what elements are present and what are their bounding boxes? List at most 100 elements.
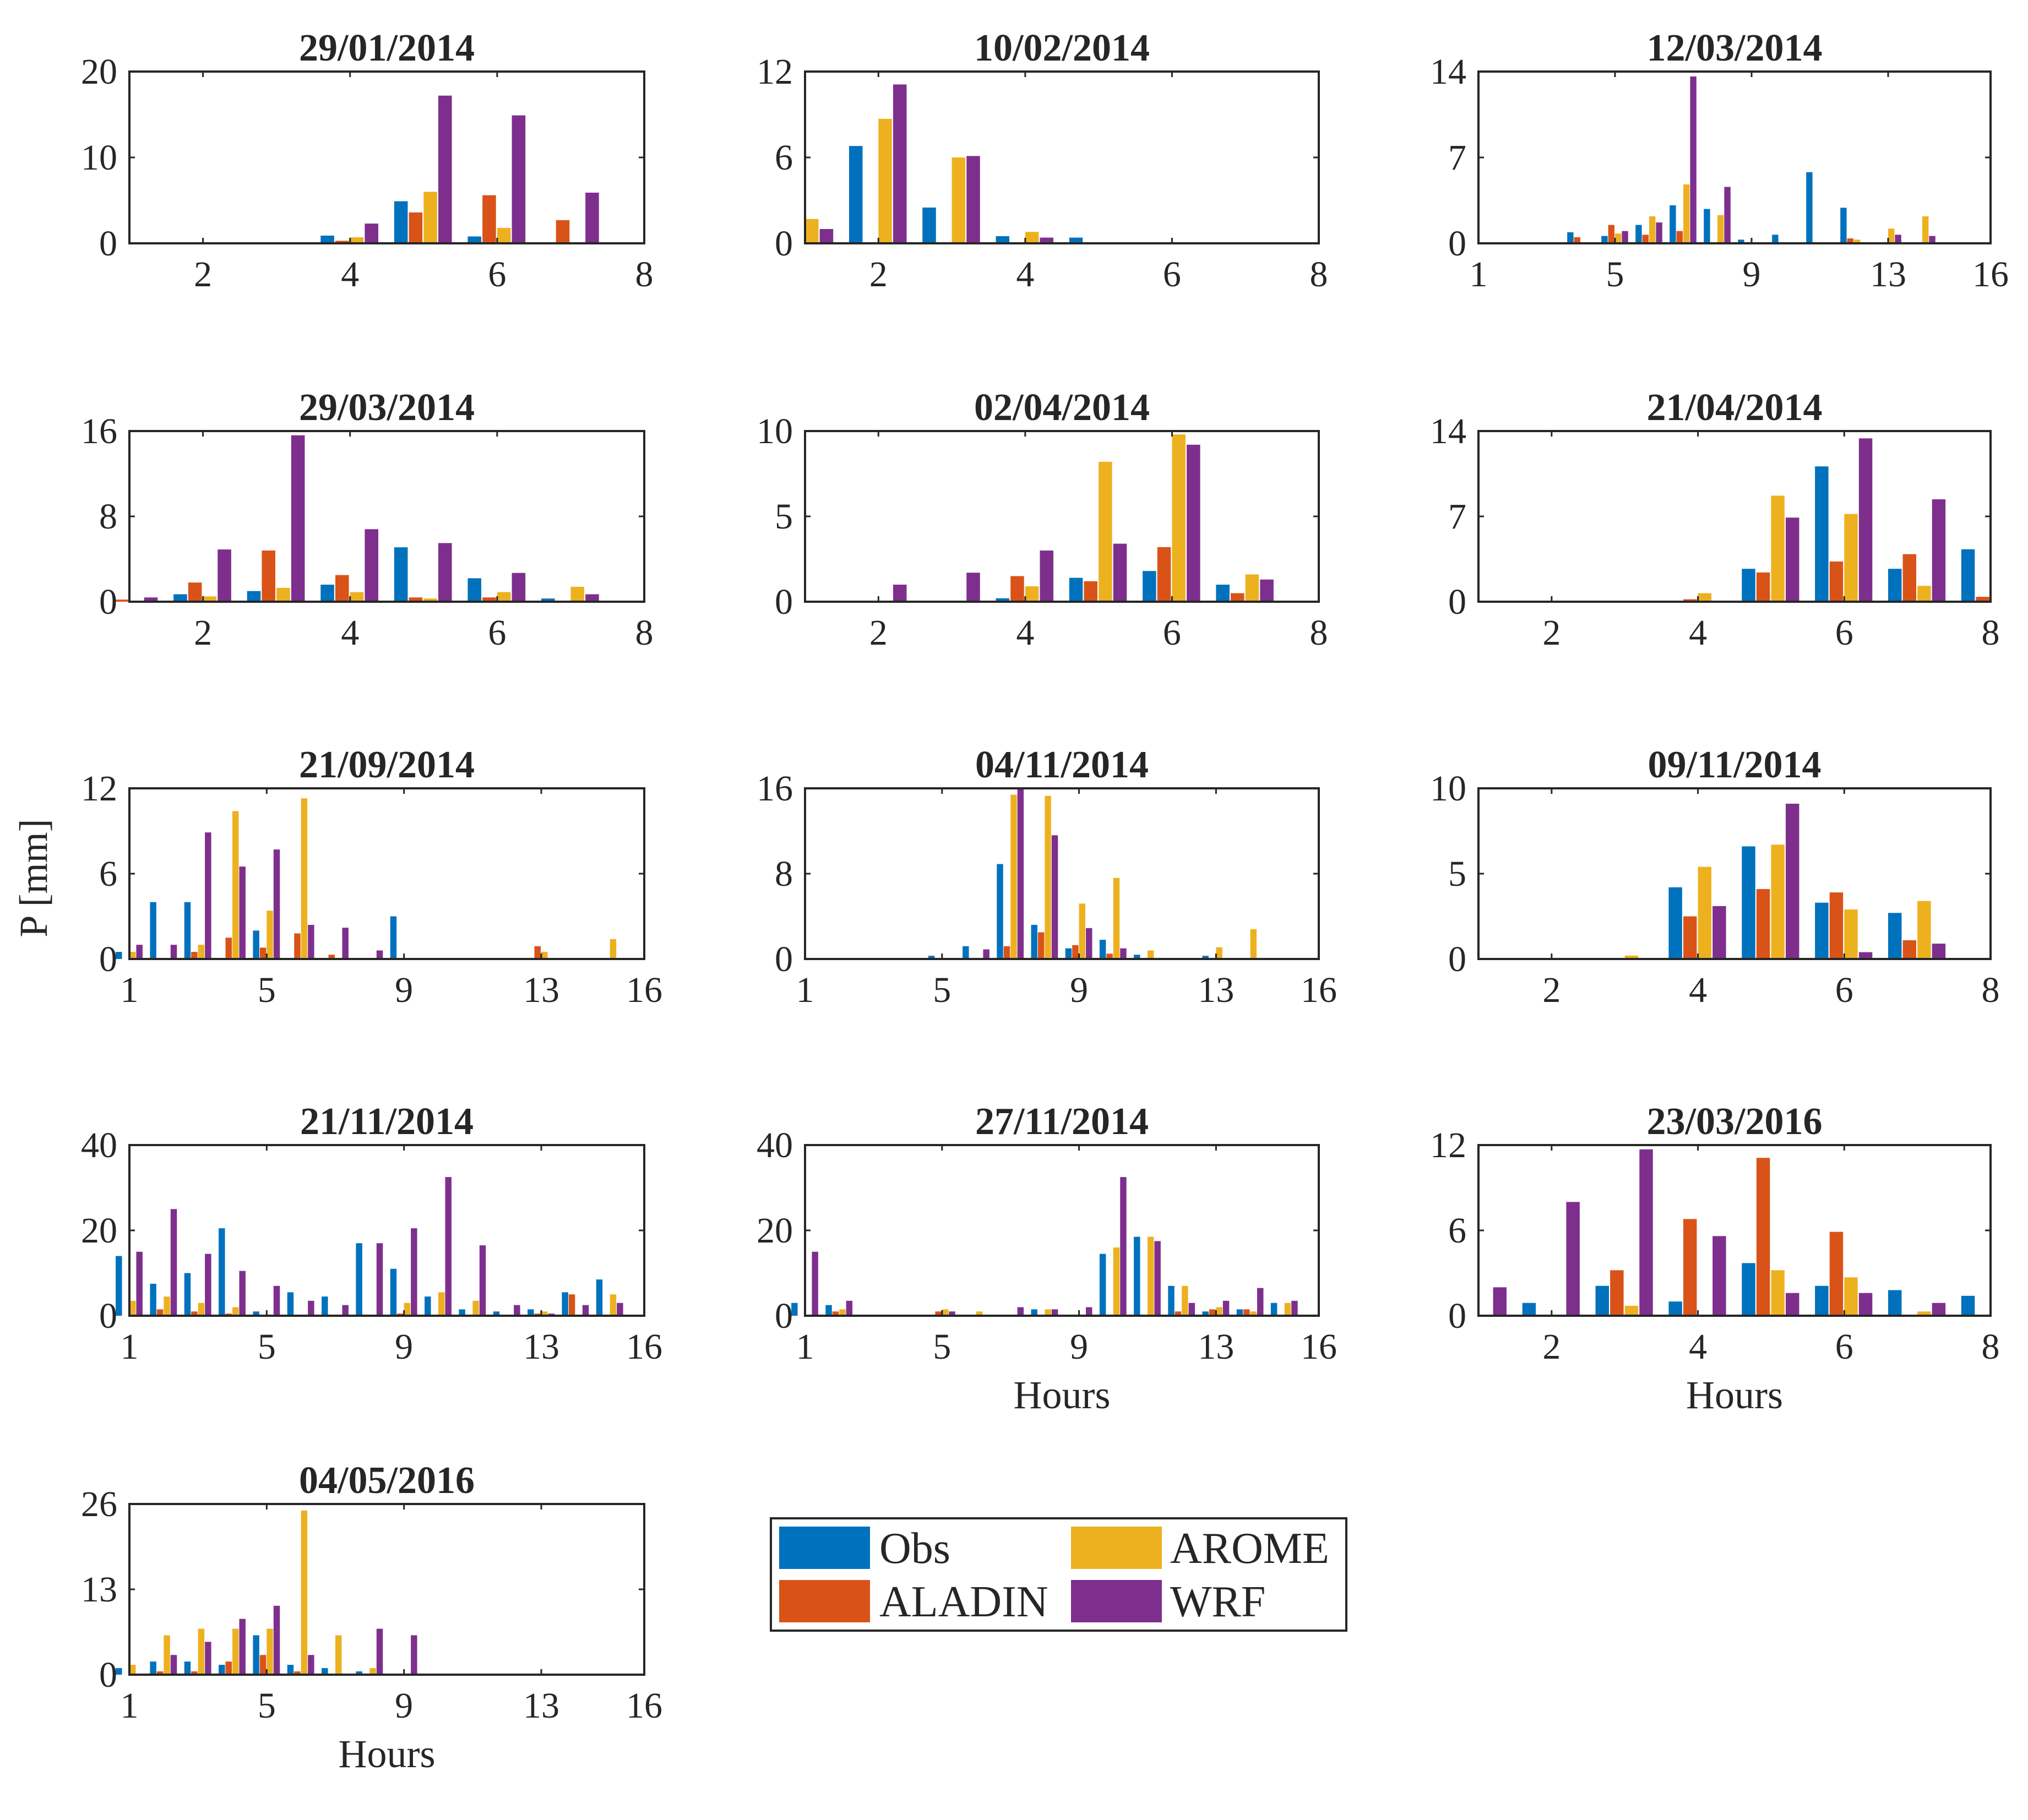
bar-aladin-h2 bbox=[156, 1309, 164, 1316]
bar-wrf-h2 bbox=[846, 1300, 853, 1316]
panel-title: 27/11/2014 bbox=[975, 1100, 1149, 1143]
bar-arome-h8 bbox=[1045, 795, 1051, 959]
y-tick-label: 5 bbox=[1448, 854, 1466, 894]
x-tick-label: 13 bbox=[523, 1327, 559, 1367]
bar-wrf-h10 bbox=[1120, 1177, 1127, 1316]
x-tick-label: 13 bbox=[523, 1686, 559, 1726]
y-tick-label: 6 bbox=[1448, 1211, 1466, 1251]
bar-arome-h4 bbox=[350, 237, 364, 243]
bar-wrf-h8 bbox=[1051, 835, 1058, 959]
bar-obs-h12 bbox=[1840, 208, 1847, 243]
bar-wrf-h1 bbox=[136, 1251, 143, 1316]
legend-swatch-obs bbox=[779, 1527, 870, 1569]
x-tick-label: 16 bbox=[626, 970, 662, 1010]
bar-obs-h7 bbox=[1888, 913, 1902, 959]
x-tick-label: 4 bbox=[1689, 1327, 1707, 1367]
x-tick-label: 8 bbox=[1310, 613, 1328, 653]
bar-arome-h2 bbox=[878, 118, 892, 243]
bar-aladin-h7 bbox=[1902, 940, 1917, 959]
legend-label-arome: AROME bbox=[1170, 1524, 1329, 1573]
bar-wrf-h2 bbox=[170, 1655, 177, 1675]
bar-arome-h4 bbox=[1025, 232, 1039, 243]
x-tick-label: 2 bbox=[1542, 970, 1561, 1010]
bar-aladin-h6 bbox=[482, 195, 496, 243]
x-tick-label: 8 bbox=[1982, 1327, 2000, 1367]
bar-obs-h9 bbox=[1065, 948, 1072, 960]
bar-wrf-h4 bbox=[1712, 1236, 1726, 1316]
y-tick-label: 26 bbox=[81, 1484, 117, 1524]
y-tick-label: 0 bbox=[1448, 582, 1466, 622]
bar-obs-h5 bbox=[394, 201, 408, 243]
x-tick-label: 9 bbox=[1070, 970, 1088, 1010]
bar-obs-h8 bbox=[356, 1671, 362, 1675]
x-tick-label: 6 bbox=[1163, 613, 1181, 653]
bar-obs-h5 bbox=[394, 547, 408, 602]
bar-obs-h6 bbox=[1815, 1285, 1829, 1316]
x-tick-label: 6 bbox=[1835, 1327, 1853, 1367]
panel-12-03-2014: 1 5 9 13 16 0 7 14 12/03/2014 bbox=[1430, 27, 2009, 295]
bar-wrf-h6 bbox=[1858, 438, 1873, 602]
bar-arome-h4 bbox=[350, 592, 364, 602]
bar-obs-h11 bbox=[459, 1309, 465, 1316]
panel-title: 29/03/2014 bbox=[299, 386, 475, 429]
bar-arome-h2 bbox=[164, 1635, 170, 1675]
x-tick-label: 1 bbox=[796, 970, 814, 1010]
bar-arome-h13 bbox=[1216, 947, 1222, 959]
bar-wrf-h2 bbox=[893, 84, 907, 243]
bar-obs-h9 bbox=[1738, 239, 1744, 243]
bar-arome-h5 bbox=[942, 1309, 949, 1316]
bar-arome-h14 bbox=[1922, 216, 1929, 243]
panel-title: 21/11/2014 bbox=[300, 1100, 474, 1143]
x-tick-label: 16 bbox=[1301, 970, 1337, 1010]
bar-obs-h3 bbox=[247, 591, 261, 602]
y-tick-label: 0 bbox=[99, 582, 117, 622]
bar-arome-h4 bbox=[232, 1628, 239, 1675]
bar-aladin-h13 bbox=[1209, 1309, 1216, 1316]
bar-wrf-h10 bbox=[445, 1177, 452, 1316]
x-tick-label: 8 bbox=[635, 254, 654, 295]
y-tick-label: 0 bbox=[1448, 939, 1466, 979]
bar-obs-h8 bbox=[1961, 1295, 1975, 1316]
bar-wrf-h14 bbox=[582, 1305, 589, 1316]
bar-wrf-h14 bbox=[1257, 1288, 1264, 1316]
x-tick-label: 9 bbox=[1743, 254, 1761, 295]
bar-aladin-h5 bbox=[409, 212, 423, 243]
bar-aladin-h6 bbox=[1157, 547, 1171, 602]
x-tick-label: 4 bbox=[1016, 254, 1034, 295]
legend-swatch-wrf bbox=[1071, 1580, 1162, 1622]
bar-wrf-h4 bbox=[1040, 551, 1054, 602]
bar-wrf-h15 bbox=[617, 1303, 623, 1316]
bar-aladin-h10 bbox=[1106, 953, 1113, 959]
panel-04-11-2014: 1 5 9 13 16 0 8 16 04/11/2014 bbox=[757, 744, 1337, 1010]
bar-arome-h6 bbox=[301, 1510, 308, 1675]
bar-obs-h5 bbox=[253, 1635, 259, 1675]
bar-aladin-h1 bbox=[115, 600, 128, 602]
y-axis-label: P [mm] bbox=[12, 819, 56, 937]
bar-aladin-h4 bbox=[1010, 576, 1024, 602]
x-tick-label: 2 bbox=[194, 254, 212, 295]
bar-aladin-h3 bbox=[262, 551, 276, 602]
bar-arome-h10 bbox=[1113, 1247, 1120, 1316]
bar-aladin-h3 bbox=[1610, 1270, 1624, 1316]
bar-obs-h8 bbox=[1704, 209, 1710, 243]
panel-title: 04/05/2016 bbox=[299, 1459, 475, 1502]
bar-obs-h5 bbox=[253, 1311, 259, 1316]
bar-aladin-h2 bbox=[188, 582, 202, 602]
bar-obs-h8 bbox=[1961, 549, 1975, 602]
bar-wrf-h4 bbox=[1040, 237, 1054, 243]
x-tick-label: 13 bbox=[1198, 1327, 1234, 1367]
bar-arome-h7 bbox=[1245, 574, 1259, 602]
bar-aladin-h12 bbox=[1847, 238, 1854, 243]
bar-arome-h11 bbox=[472, 1300, 479, 1316]
bar-wrf-h4 bbox=[365, 224, 379, 243]
x-tick-label: 16 bbox=[1301, 1327, 1337, 1367]
legend-swatch-arome bbox=[1071, 1527, 1162, 1569]
y-tick-label: 20 bbox=[757, 1211, 793, 1251]
bar-obs-h6 bbox=[287, 1665, 294, 1675]
bar-wrf-h8 bbox=[376, 1243, 383, 1316]
bar-wrf-h6 bbox=[1858, 1293, 1873, 1316]
bar-aladin-h9 bbox=[1072, 945, 1079, 959]
x-tick-label: 16 bbox=[626, 1686, 662, 1726]
bar-wrf-h9 bbox=[1086, 928, 1092, 959]
